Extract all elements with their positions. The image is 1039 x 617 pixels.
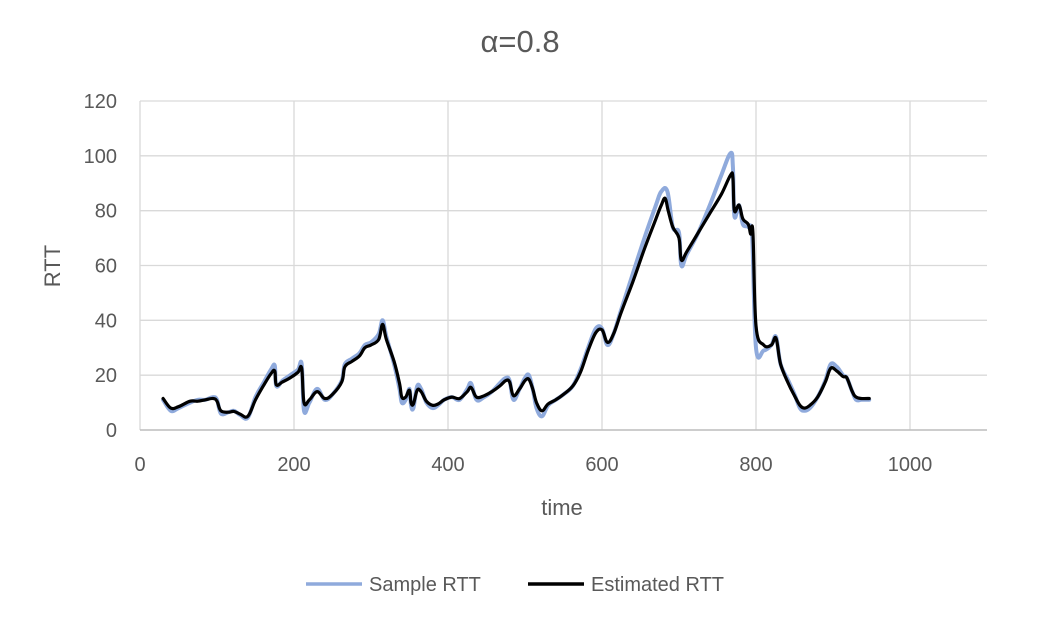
series-lines — [161, 150, 872, 421]
y-tick-label: 80 — [95, 201, 117, 223]
x-tick-label: 600 — [585, 454, 618, 476]
y-tick-label: 100 — [84, 146, 117, 168]
x-axis-ticks: 0 200 400 600 800 1000 — [134, 454, 932, 476]
x-tick-label: 200 — [277, 454, 310, 476]
legend-label-sample-rtt: Sample RTT — [369, 574, 481, 596]
series-line-estimated-rtt — [161, 171, 871, 419]
legend-label-estimated-rtt: Estimated RTT — [591, 574, 724, 596]
x-tick-label: 0 — [134, 454, 145, 476]
x-axis-title: time — [541, 495, 583, 520]
y-tick-label: 0 — [106, 420, 117, 442]
y-tick-label: 40 — [95, 310, 117, 332]
y-axis-title: RTT — [40, 245, 65, 287]
y-tick-label: 60 — [95, 256, 117, 278]
x-tick-label: 400 — [431, 454, 464, 476]
chart-title: α=0.8 — [480, 24, 559, 59]
y-tick-label: 20 — [95, 365, 117, 387]
series-line-sample-rtt — [161, 150, 872, 421]
gridlines — [139, 100, 987, 431]
legend: Sample RTT Estimated RTT — [306, 574, 724, 596]
y-axis-ticks: 0 20 40 60 80 100 120 — [84, 91, 117, 442]
x-tick-label: 1000 — [888, 454, 933, 476]
y-tick-label: 120 — [84, 91, 117, 113]
x-tick-label: 800 — [739, 454, 772, 476]
